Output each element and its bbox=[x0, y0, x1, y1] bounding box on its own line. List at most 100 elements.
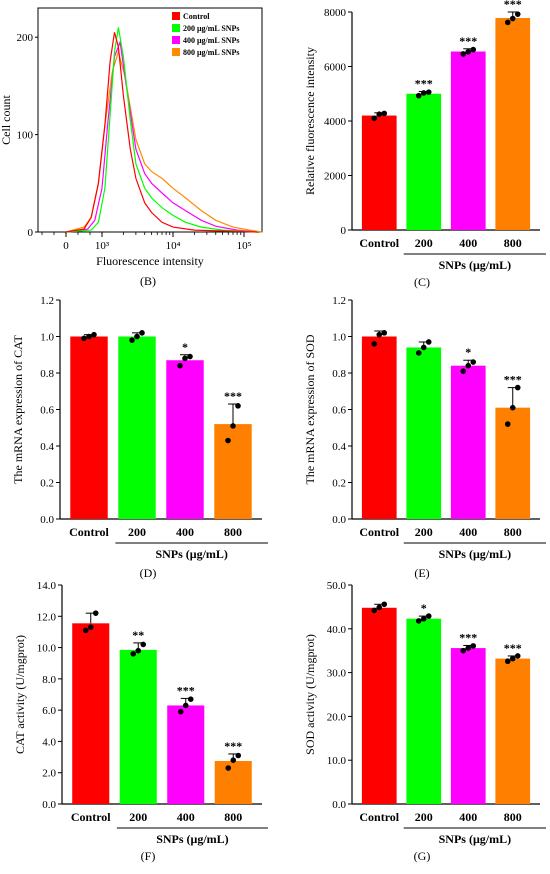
data-point bbox=[470, 46, 477, 53]
y-tick-label: 0.2 bbox=[332, 478, 346, 490]
data-point bbox=[177, 362, 183, 369]
data-point bbox=[415, 350, 422, 356]
y-axis-label: Cell count bbox=[0, 95, 13, 145]
group-label: SNPs (μg/mL) bbox=[155, 547, 227, 561]
chart-g: 0.0 10.0 20.0 30.0 40.0 50.0 SOD activity (U/m… bbox=[303, 580, 546, 846]
y-axis-label: SOD activity (U/mgprot) bbox=[303, 634, 317, 755]
y-tick-label: 2000 bbox=[324, 171, 347, 183]
significance-mark: * bbox=[465, 345, 471, 359]
data-point bbox=[91, 331, 97, 338]
x-tick-label: 400 bbox=[459, 525, 477, 539]
legend-swatch bbox=[172, 24, 180, 32]
significance-mark: * bbox=[182, 340, 188, 354]
bar-400 bbox=[450, 51, 486, 231]
y-tick-label: 0.0 bbox=[42, 799, 56, 811]
significance-mark: *** bbox=[415, 77, 433, 91]
data-point bbox=[82, 627, 89, 634]
data-point bbox=[420, 615, 427, 622]
chart-b: 0 100 200 0 10³ 10⁴ 10⁵ Fluorescence intensity C… bbox=[0, 7, 263, 268]
y-tick-label: 2.0 bbox=[42, 768, 56, 780]
data-point bbox=[129, 337, 135, 343]
data-point bbox=[425, 339, 432, 345]
y-axis-label: CAT activity (U/mgprot) bbox=[13, 635, 27, 754]
x-tick-label: 400 bbox=[459, 236, 477, 250]
x-tick-label: 400 bbox=[459, 810, 477, 824]
x-tick-label: 10⁴ bbox=[166, 240, 181, 252]
bar-400 bbox=[450, 648, 486, 804]
bar-800 bbox=[495, 17, 531, 231]
bar-control bbox=[361, 607, 397, 804]
x-tick-label: 800 bbox=[504, 236, 522, 250]
data-point bbox=[470, 643, 477, 649]
y-tick-label: 0.2 bbox=[40, 478, 54, 490]
data-point bbox=[230, 423, 236, 429]
y-tick-label: 20.0 bbox=[327, 711, 347, 723]
y-tick-label: 30.0 bbox=[327, 668, 347, 680]
y-tick-label: 100 bbox=[17, 130, 34, 142]
y-tick-label: 0 bbox=[341, 225, 347, 237]
legend-swatch bbox=[172, 12, 180, 20]
data-point bbox=[381, 330, 388, 336]
bar-200 bbox=[119, 649, 157, 804]
bar-400 bbox=[167, 705, 205, 804]
y-tick-label: 14.0 bbox=[37, 580, 57, 592]
group-label: SNPs (μg/mL) bbox=[156, 832, 228, 846]
y-tick-label: 0.8 bbox=[332, 368, 346, 380]
legend-label: 200 μg/mL SNPs bbox=[183, 24, 240, 33]
y-tick-label: 0.0 bbox=[332, 799, 346, 811]
legend-swatch bbox=[172, 36, 180, 44]
y-tick-label: 0.4 bbox=[332, 441, 346, 453]
data-point bbox=[177, 708, 184, 715]
plot-frame bbox=[37, 7, 263, 233]
y-tick-label: 6000 bbox=[324, 62, 347, 74]
y-tick-label: 10.0 bbox=[327, 755, 347, 767]
series-line-0 bbox=[65, 32, 257, 233]
data-point bbox=[420, 90, 427, 96]
x-tick-label: 800 bbox=[504, 810, 522, 824]
x-tick-label: Control bbox=[359, 810, 399, 824]
group-label: SNPs (μg/mL) bbox=[439, 258, 511, 272]
data-point bbox=[465, 48, 472, 55]
data-point bbox=[465, 362, 472, 369]
series-line-1 bbox=[65, 27, 257, 233]
data-point bbox=[460, 647, 467, 654]
data-point bbox=[235, 403, 241, 409]
data-point bbox=[225, 765, 232, 771]
data-point bbox=[460, 368, 467, 374]
y-tick-label: 1.0 bbox=[332, 332, 346, 344]
data-point bbox=[509, 404, 516, 411]
series-line-2 bbox=[65, 39, 257, 233]
bar-control bbox=[361, 115, 397, 230]
significance-mark: *** bbox=[504, 0, 522, 11]
data-point bbox=[139, 330, 145, 336]
x-tick-label: 200 bbox=[415, 236, 433, 250]
data-point bbox=[465, 645, 472, 651]
data-point bbox=[235, 752, 242, 759]
data-point bbox=[504, 19, 511, 26]
y-tick-label: 50.0 bbox=[327, 580, 347, 592]
legend-label: 800 μg/mL SNPs bbox=[183, 48, 240, 57]
y-tick-label: 0.4 bbox=[40, 441, 54, 453]
y-tick-label: 0.6 bbox=[332, 405, 346, 417]
data-point bbox=[504, 421, 511, 427]
bar-200 bbox=[118, 336, 156, 519]
y-tick-label: 0 bbox=[28, 227, 34, 239]
significance-mark: *** bbox=[177, 683, 195, 697]
data-point bbox=[460, 51, 467, 57]
y-tick-label: 0.0 bbox=[40, 514, 54, 526]
x-tick-label: Control bbox=[359, 236, 399, 250]
y-tick-label: 1.2 bbox=[40, 295, 54, 307]
data-point bbox=[187, 353, 193, 360]
x-axis-label: Fluorescence intensity bbox=[96, 254, 204, 268]
y-tick-label: 10.0 bbox=[37, 643, 57, 655]
data-point bbox=[376, 111, 383, 117]
data-point bbox=[134, 333, 140, 340]
y-tick-label: 1.0 bbox=[40, 332, 54, 344]
bar-200 bbox=[406, 618, 442, 804]
x-tick-label: Control bbox=[359, 525, 399, 539]
data-point bbox=[182, 702, 189, 709]
significance-mark: *** bbox=[459, 34, 477, 48]
data-point bbox=[420, 344, 427, 351]
bar-200 bbox=[406, 93, 442, 230]
x-tick-label: 800 bbox=[504, 525, 522, 539]
